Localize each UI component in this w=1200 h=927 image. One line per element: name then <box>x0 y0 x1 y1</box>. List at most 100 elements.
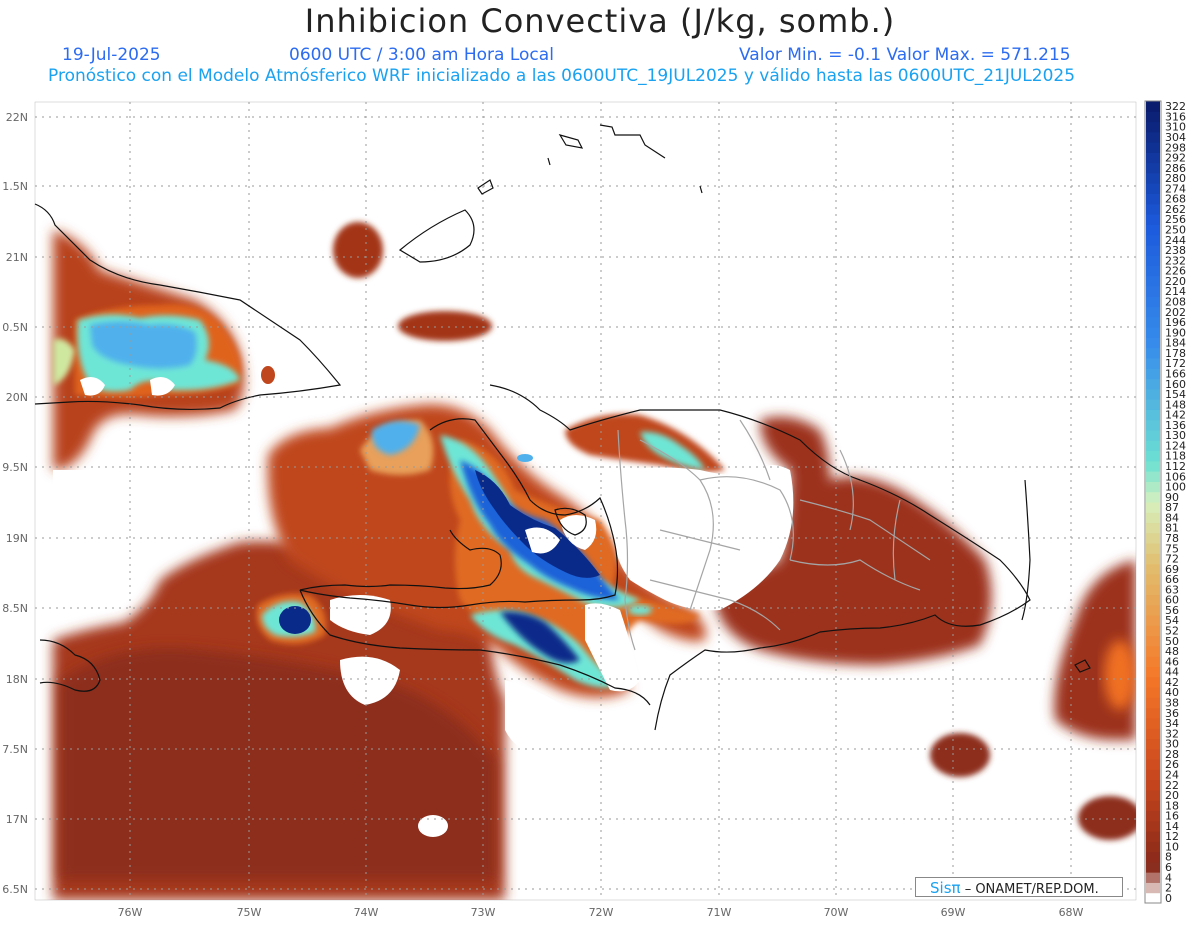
coast-island-2 <box>558 134 584 149</box>
cin-blue-tortuga <box>517 454 533 462</box>
legend-swatch <box>1146 615 1160 626</box>
coast-jamaica <box>39 639 101 692</box>
legend-swatch <box>1146 748 1160 760</box>
cin-cyan-lake <box>628 605 652 615</box>
legend-swatch <box>1146 851 1160 863</box>
legend-swatch <box>1146 450 1160 462</box>
legend-swatch <box>1146 728 1160 739</box>
legend-swatch <box>1146 687 1160 698</box>
legend-swatch <box>1146 543 1160 554</box>
legend-label: 172 <box>1165 357 1186 370</box>
coast-andros <box>398 209 475 263</box>
legend-label: 81 <box>1165 522 1179 535</box>
legend-swatch <box>1146 892 1160 904</box>
legend-swatch <box>1146 399 1160 410</box>
legend-swatch <box>1146 676 1160 688</box>
legend-swatch <box>1146 152 1160 164</box>
legend-swatch <box>1146 183 1160 195</box>
legend-label: 268 <box>1165 193 1186 206</box>
legend-swatch <box>1146 645 1160 657</box>
legend-swatch <box>1146 193 1160 205</box>
legend-label: 274 <box>1165 182 1186 195</box>
lat-label: 20N <box>6 391 28 404</box>
legend-swatch <box>1146 388 1160 400</box>
legend-label: 24 <box>1165 768 1179 781</box>
legend-swatch <box>1146 265 1160 277</box>
legend-swatch <box>1146 409 1160 421</box>
legend-swatch <box>1146 553 1160 565</box>
cin-zero-5 <box>80 376 105 396</box>
legend-swatch <box>1146 172 1160 184</box>
cin-blue-nw-haiti <box>371 421 420 455</box>
legend-label: 292 <box>1165 152 1186 165</box>
legend-swatch <box>1146 512 1160 524</box>
cin-region-east <box>715 416 992 665</box>
lat-label: 6.5N <box>2 883 28 896</box>
legend-swatch <box>1146 378 1160 390</box>
legend-swatch <box>1146 800 1160 811</box>
legend-swatch <box>1146 481 1160 493</box>
map-title: Inhibicion Convectiva (J/kg, somb.) <box>304 2 896 40</box>
lon-label: 74W <box>354 906 379 919</box>
legend-label: 226 <box>1165 265 1186 278</box>
cin-zero-4 <box>525 527 560 554</box>
legend-swatch <box>1146 162 1160 174</box>
sispi-logo: Sisπ <box>930 879 961 897</box>
lon-label: 72W <box>589 906 614 919</box>
legend-swatch <box>1146 522 1160 534</box>
lat-label: 0.5N <box>2 321 28 334</box>
cin-blob-2 <box>398 311 492 341</box>
legend-swatch <box>1146 275 1160 287</box>
axis-labels: 22N 1.5N 21N 0.5N 20N 9.5N 19N 8.5N 18N … <box>2 111 1083 919</box>
legend-swatch <box>1146 707 1160 719</box>
legend-swatch <box>1146 573 1160 585</box>
legend-label: 6 <box>1165 861 1172 874</box>
legend-label: 238 <box>1165 244 1186 257</box>
legend-label: 154 <box>1165 388 1186 401</box>
coast-gonave <box>554 507 587 536</box>
legend-swatch <box>1146 820 1160 832</box>
legend-swatch <box>1146 244 1160 256</box>
legend-frame <box>1144 100 1162 904</box>
coast-east <box>1021 479 1031 621</box>
legend-label: 60 <box>1165 594 1179 607</box>
legend-label: 148 <box>1165 398 1186 411</box>
legend-label: 38 <box>1165 697 1179 710</box>
legend-swatch <box>1146 460 1160 472</box>
legend-label: 22 <box>1165 779 1179 792</box>
legend-label: 322 <box>1165 100 1186 113</box>
cin-cyan-haiti-north <box>440 435 640 608</box>
legend-swatch <box>1146 142 1160 153</box>
legend-label: 316 <box>1165 110 1186 123</box>
legend-swatch <box>1146 779 1160 791</box>
legend-swatch <box>1146 831 1160 842</box>
legend-label: 208 <box>1165 296 1186 309</box>
legend-label: 52 <box>1165 625 1179 638</box>
lon-label: 69W <box>941 906 966 919</box>
cin-zero-7 <box>505 680 578 756</box>
legend-swatch <box>1146 471 1160 482</box>
legend-swatch <box>1146 306 1160 318</box>
cin-zero-3 <box>560 515 597 550</box>
legend-swatch <box>1146 234 1160 246</box>
legend-label: 232 <box>1165 254 1186 267</box>
legend-label: 44 <box>1165 666 1179 679</box>
color-legend: 3223163103042982922862802742682622562502… <box>1144 100 1186 905</box>
lat-label: 1.5N <box>2 180 28 193</box>
legend-swatch <box>1146 316 1160 328</box>
legend-label: 100 <box>1165 481 1186 494</box>
legend-label: 106 <box>1165 470 1186 483</box>
cin-pale-cuba-west <box>53 338 75 385</box>
legend-label: 262 <box>1165 203 1186 216</box>
legend-swatch <box>1146 882 1160 894</box>
legend-swatch <box>1146 296 1160 308</box>
legend-swatch <box>1146 327 1160 338</box>
legend-label: 12 <box>1165 830 1179 843</box>
coast-islet <box>547 157 551 166</box>
lat-label: 7.5N <box>2 743 28 756</box>
legend-swatch <box>1146 841 1160 853</box>
forecast-time: 0600 UTC / 3:00 am Hora Local <box>289 45 554 65</box>
cin-blob-4 <box>1078 796 1136 840</box>
legend-swatch <box>1146 717 1160 729</box>
legend-swatch <box>1146 358 1160 369</box>
